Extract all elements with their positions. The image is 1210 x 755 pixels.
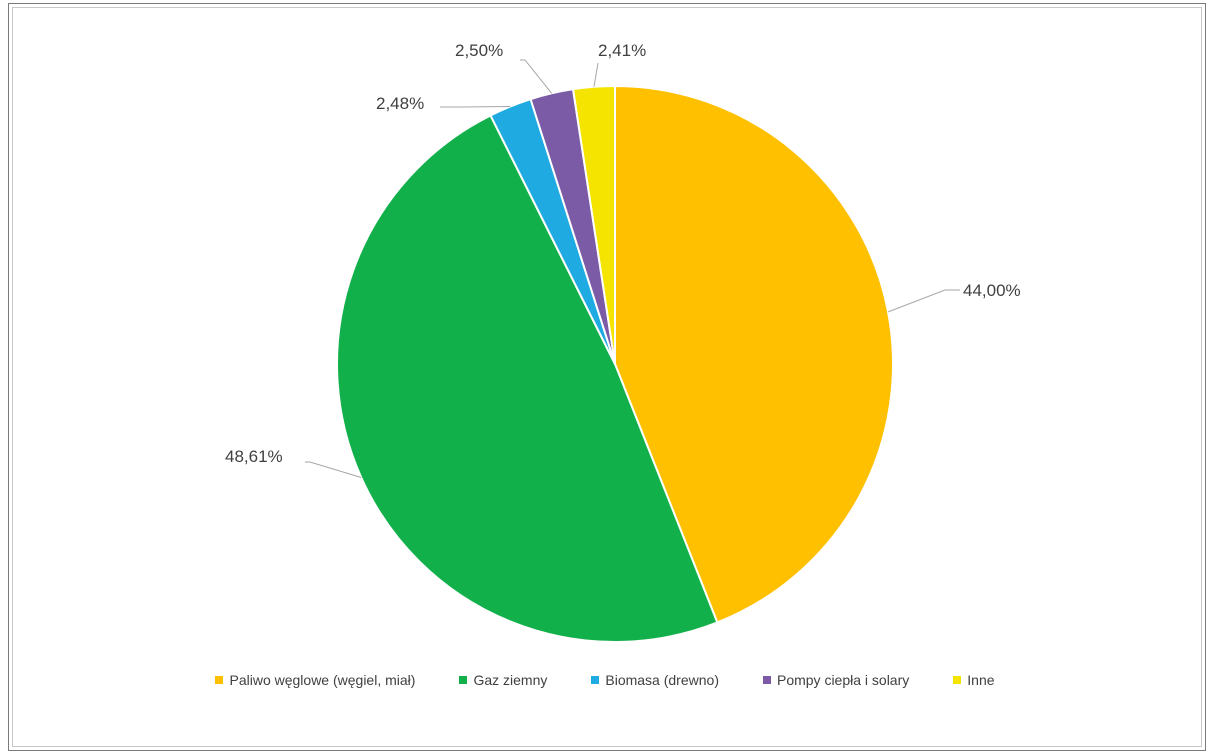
legend-swatch-5 <box>953 676 962 684</box>
legend-label-4: Pompy ciepła i solary <box>776 672 910 688</box>
data-labels: 44,00% 48,61% 2,48% 2,50% 2,41% <box>225 41 1021 466</box>
legend-item-5: Inne <box>953 672 995 688</box>
leader-lines <box>305 59 960 479</box>
chart-frame-inner <box>12 7 1202 747</box>
legend-item-3: Biomasa (drewno) <box>591 672 719 688</box>
data-label-5: 2,41% <box>598 41 646 60</box>
data-label-2: 48,61% <box>225 447 283 466</box>
legend-item-4: Pompy ciepła i solary <box>762 672 910 688</box>
leader-line-4 <box>520 59 553 94</box>
data-label-1: 44,00% <box>963 281 1021 300</box>
leader-line-5 <box>593 62 599 87</box>
legend-item-1: Paliwo węglowe (węgiel, miał) <box>215 672 415 688</box>
chart-legend: Paliwo węglowe (węgiel, miał) Gaz ziemny B… <box>0 672 1210 688</box>
legend-swatch-3 <box>591 676 600 684</box>
legend-swatch-4 <box>762 676 771 684</box>
legend-label-2: Gaz ziemny <box>473 672 548 688</box>
pie-slice-2 <box>336 114 719 643</box>
leader-line-3 <box>440 105 511 108</box>
legend-swatch-1 <box>215 676 224 684</box>
pie-slices <box>336 84 894 643</box>
data-label-3: 2,48% <box>376 94 424 113</box>
legend-label-5: Inne <box>967 672 995 688</box>
data-label-4: 2,50% <box>455 41 503 60</box>
legend-label-1: Paliwo węglowe (węgiel, miał) <box>229 672 416 688</box>
legend-item-2: Gaz ziemny <box>459 672 547 688</box>
leader-line-2 <box>305 461 362 479</box>
legend-swatch-2 <box>459 676 468 684</box>
leader-line-1 <box>887 289 960 313</box>
legend-label-3: Biomasa (drewno) <box>605 672 719 688</box>
